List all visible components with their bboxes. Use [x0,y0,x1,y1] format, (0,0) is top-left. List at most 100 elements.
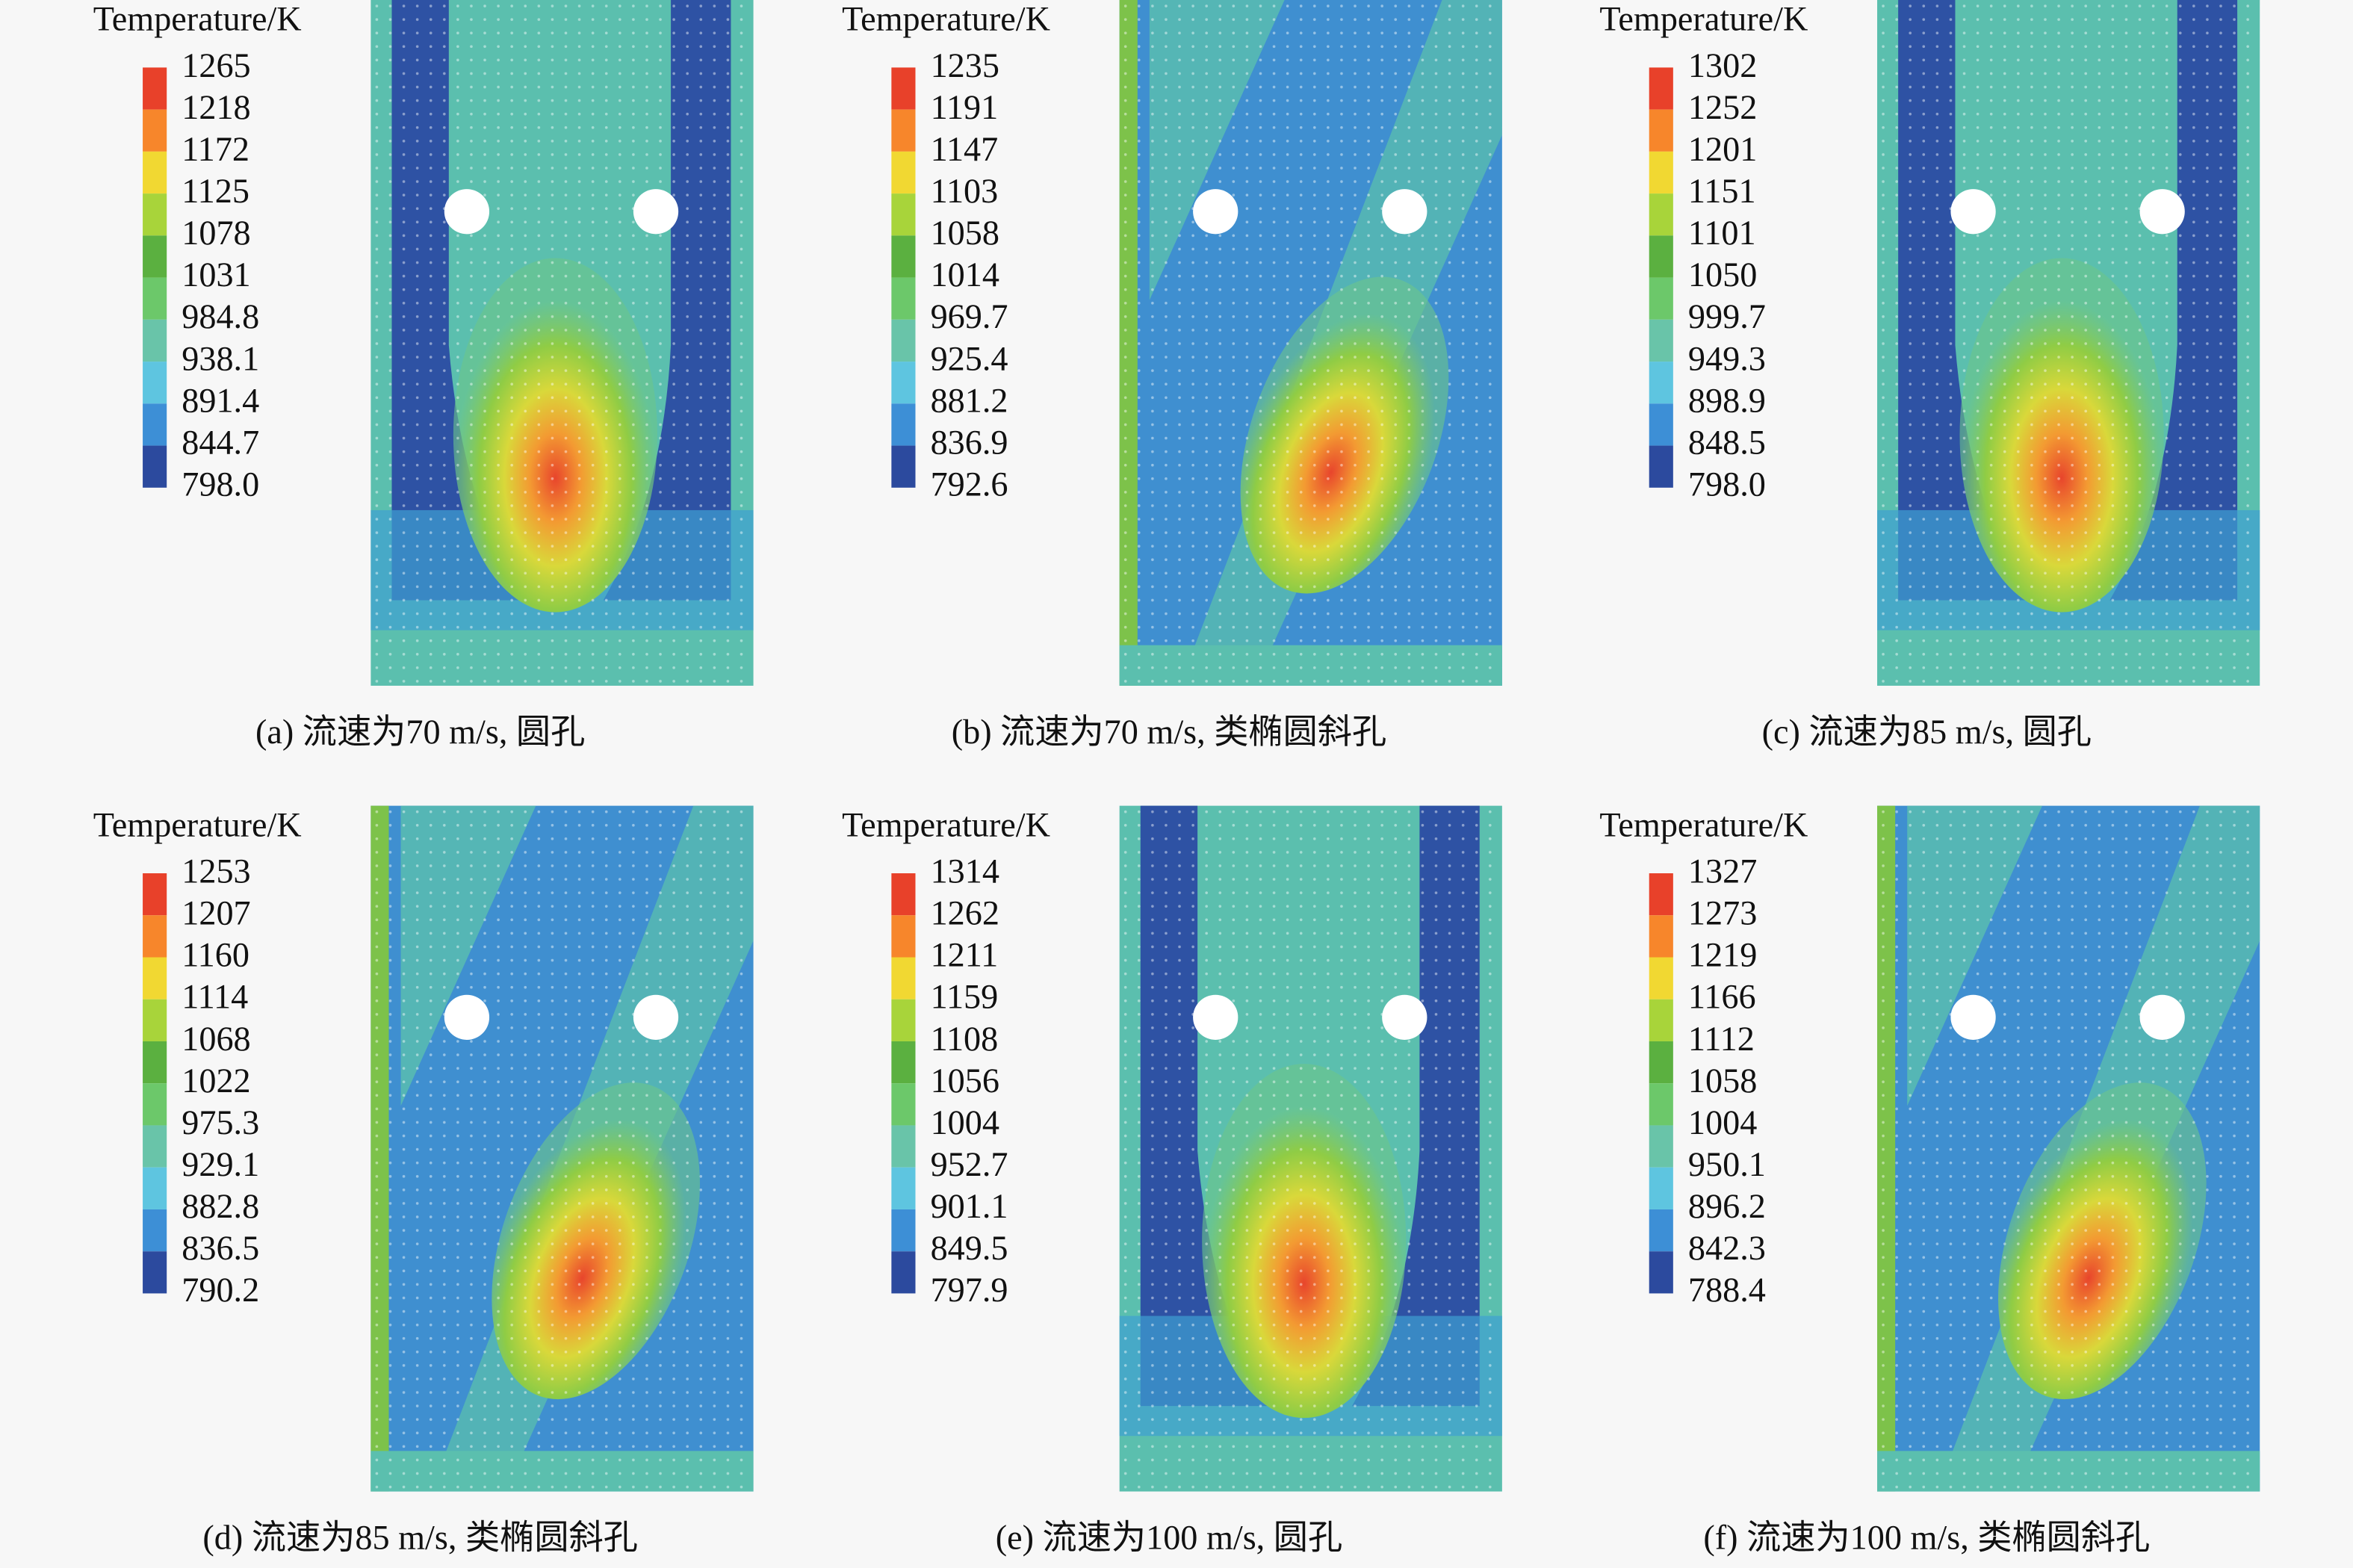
legend-label: 1125 [182,172,249,210]
colorbar-band [143,445,167,488]
legend-label: 1160 [182,936,249,974]
legend-label: 999.7 [1688,297,1766,335]
legend-label: 1022 [182,1062,250,1100]
legend-label: 929.1 [182,1145,259,1183]
legend-label: 881.2 [931,381,1008,419]
colorbar-band [143,235,167,278]
legend-label: 1112 [1688,1020,1755,1058]
colorbar-band [891,193,916,236]
legend-title: Temperature/K [1599,0,1808,38]
legend-label: 896.2 [1688,1187,1766,1225]
colorbar-band [1649,445,1673,488]
legend-label: 975.3 [182,1103,259,1141]
colorbar-band [891,319,916,362]
legend-label: 1265 [182,46,250,84]
panel: Temperature/K 1327 1273 1219 1166 1112 1058100… [1599,805,2260,1556]
caption: (a) 流速为70 m/s, 圆孔 [255,713,585,751]
colorbar-band [891,1083,916,1126]
colorbar-band [891,1167,916,1209]
colorbar-band [143,151,167,194]
caption: (f) 流速为100 m/s, 类椭圆斜孔 [1703,1518,2150,1556]
colorbar-band [891,1041,916,1084]
legend-label: 836.9 [931,423,1008,461]
caption: (b) 流速为70 m/s, 类椭圆斜孔 [952,713,1386,751]
legend-title: Temperature/K [93,805,302,843]
legend-label: 788.4 [1688,1271,1766,1309]
legend-label: 1004 [931,1103,999,1141]
legend-label: 1314 [931,852,999,890]
colorbar-band [143,67,167,110]
panel: Temperature/K 1314 1262 1211 1159 1108 1056100… [842,805,1502,1556]
legend-label: 1219 [1688,936,1757,974]
legend-title: Temperature/K [1599,805,1808,843]
legend-label: 950.1 [1688,1145,1766,1183]
legend-label: 1262 [931,894,999,932]
colorbar-band [891,403,916,446]
legend-label: 798.0 [182,465,259,503]
colorbar-band [1649,67,1673,110]
colorbar-band [143,277,167,320]
colorbar-band [1649,403,1673,446]
legend-label: 790.2 [182,1271,259,1309]
legend-label: 1014 [931,255,999,294]
legend-label: 1327 [1688,852,1757,890]
legend-label: 1050 [1688,255,1757,294]
legend-label: 792.6 [931,465,1008,503]
colorbar-band [891,915,916,958]
colorbar-band [891,235,916,278]
colorbar-band [143,999,167,1041]
legend-label: 1108 [931,1020,999,1058]
legend-label: 901.1 [931,1187,1008,1225]
colorbar-band [891,277,916,320]
legend-title: Temperature/K [842,805,1050,843]
colorbar-band [143,1125,167,1168]
colorbar-band [1649,873,1673,916]
legend-label: 1103 [931,172,999,210]
colorbar-band [1649,1083,1673,1126]
colorbar-band [1649,1125,1673,1168]
colorbar-band [1649,319,1673,362]
contour-plot [1877,805,2260,1492]
contour-plot [1877,0,2260,686]
legend-label: 1218 [182,88,250,126]
colorbar-band [143,109,167,152]
legend-label: 1056 [931,1062,999,1100]
legend-label: 898.9 [1688,381,1766,419]
colorbar-band [1649,151,1673,194]
colorbar-band [143,362,167,404]
legend-label: 1068 [182,1020,250,1058]
colorbar-band [891,151,916,194]
legend-label: 1151 [1688,172,1756,210]
legend-title: Temperature/K [842,0,1050,38]
colorbar-band [1649,957,1673,1000]
legend-label: 836.5 [182,1229,259,1267]
legend-label: 1253 [182,852,250,890]
colorbar-band [143,1083,167,1126]
legend-label: 984.8 [182,297,259,335]
colorbar-band [1649,109,1673,152]
colorbar-band [891,957,916,1000]
colorbar-band [143,1167,167,1209]
colorbar-band [143,873,167,916]
legend-label: 844.7 [182,423,259,461]
panel: Temperature/K 1265 1218 1172 1125 10781031984… [93,0,754,751]
legend-label: 1235 [931,46,999,84]
caption: (d) 流速为85 m/s, 类椭圆斜孔 [202,1518,637,1556]
colorbar-band [1649,277,1673,320]
legend-label: 798.0 [1688,465,1766,503]
colorbar-band [891,873,916,916]
colorbar-band [1649,193,1673,236]
legend-label: 797.9 [931,1271,1008,1309]
colorbar-band [1649,999,1673,1041]
legend-label: 1031 [182,255,250,294]
panel: Temperature/K 1235 1191 1147 1103 10581014969… [842,0,1502,751]
colorbar-band [1649,1041,1673,1084]
panel: Temperature/K 1302 1252 1201 1151 11011050999… [1599,0,2260,751]
contour-plot [1119,805,1502,1492]
legend-label: 1302 [1688,46,1757,84]
colorbar-band [143,193,167,236]
legend-label: 1207 [182,894,250,932]
colorbar-band [1649,1167,1673,1209]
colorbar-band [143,1251,167,1294]
